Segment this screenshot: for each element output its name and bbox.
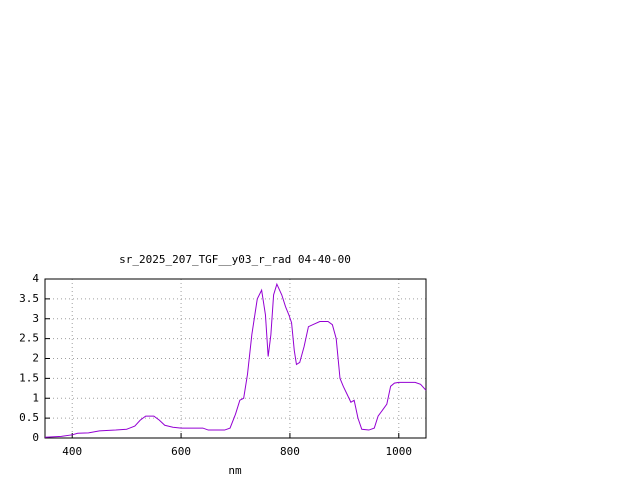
y-tick-label: 2.5 (19, 332, 39, 345)
plot-border (44, 278, 427, 439)
y-tick-label: 1 (32, 391, 39, 404)
x-tick-label: 400 (62, 445, 82, 458)
chart-title: sr_2025_207_TGF__y03_r_rad 04-40-00 (119, 253, 351, 266)
y-tick-label: 3.5 (19, 292, 39, 305)
x-axis-label: nm (228, 464, 242, 477)
x-tick-label: 800 (280, 445, 300, 458)
y-tick-label: 4 (32, 272, 39, 285)
y-tick-label: 0 (32, 431, 39, 444)
data-line (44, 282, 427, 438)
y-tick-label: 2 (32, 352, 39, 365)
y-tick-label: 1.5 (19, 371, 39, 384)
x-tick-label: 600 (171, 445, 191, 458)
x-tick-label: 1000 (386, 445, 413, 458)
y-tick-label: 0.5 (19, 411, 39, 424)
y-tick-label: 3 (32, 312, 39, 325)
